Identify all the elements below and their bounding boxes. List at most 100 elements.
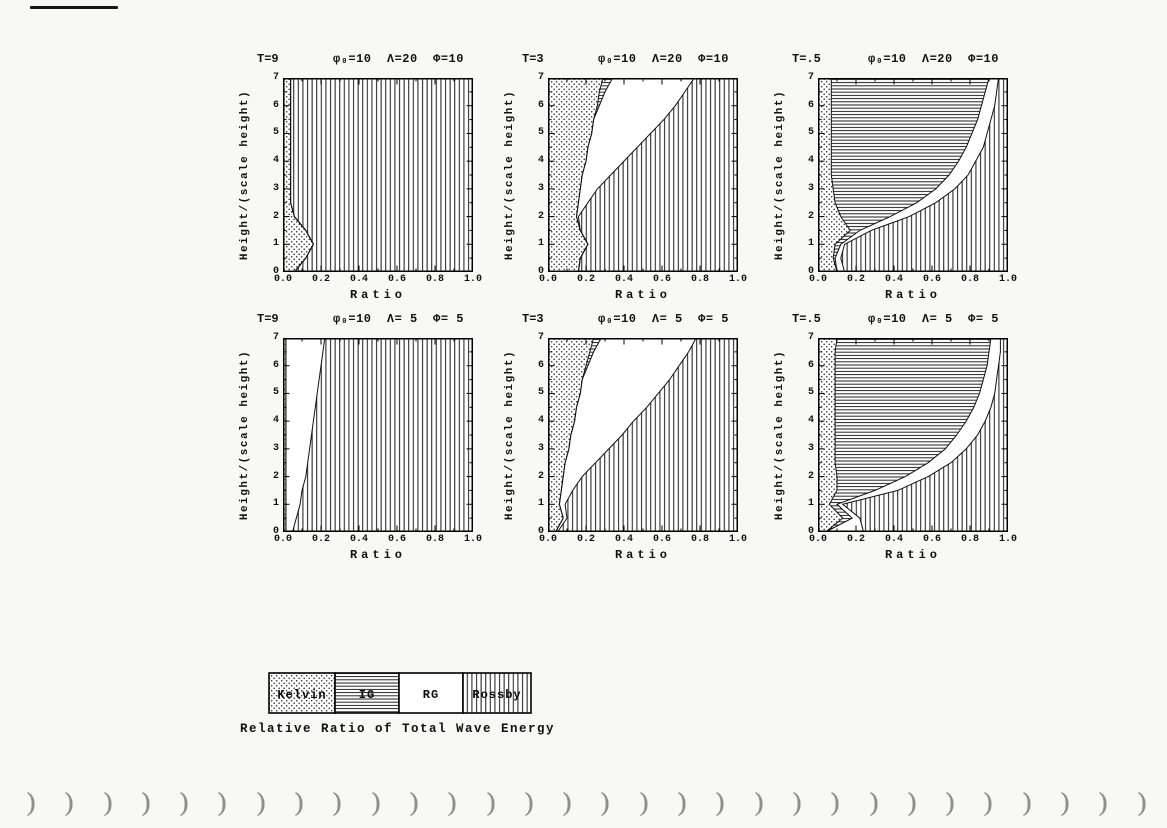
y-tick-label: 2 [272,470,279,482]
legend-boxes: Kelvin IG RG Rossby [268,672,532,714]
x-tick-label: 0.0 [538,274,557,285]
x-tick-label: 0.8 [690,534,709,545]
region-ig [825,338,991,532]
x-tick-label: 1.0 [998,274,1017,285]
y-axis-label-text: Height/(scale height) [239,89,251,261]
x-tick-label: 1.0 [463,534,482,545]
x-tick-label: 0.2 [576,534,595,545]
rg-boundary-line [840,78,999,272]
chart-panel-top-left: T=9 φ₀=10 Λ=20 Φ=10 0.0 0.2 0.4 0.6 0.8 1.0 0 1… [235,52,497,310]
y-tick-label: 1 [807,238,814,250]
x-tick-label: 0.4 [884,274,903,285]
binder-hole: ) [369,789,382,819]
region-rossby [290,78,473,272]
y-tick-label: 2 [537,210,544,222]
rg-boundary-line [292,338,326,532]
binder-hole: ) [1135,789,1148,819]
y-axis-label: Height/(scale height) [239,338,253,532]
x-axis-label: Ratio [614,548,671,562]
plot-svg [818,78,1008,272]
x-axis-label: Ratio [349,288,406,302]
y-axis-label-text: Height/(scale height) [504,349,516,521]
x-tick-label: 0.6 [387,534,406,545]
binder-hole: ) [676,789,688,819]
x-tick-label: 0.2 [576,274,595,285]
x-tick-label: 0.8 [425,534,444,545]
chart-title-t: T=.5 [792,312,821,326]
chart-title-t: T=.5 [792,52,821,66]
y-tick-label: 0 [272,266,279,277]
binder-hole: ) [178,789,191,819]
chart-title-t: T=3 [522,52,544,66]
binder-hole: ) [1059,789,1071,819]
binder-hole: ) [944,789,957,819]
y-tick-label: 0 [537,526,544,537]
plot-frame [283,78,473,272]
y-tick-label: 4 [272,155,279,167]
region-rossby [557,338,738,532]
binder-hole: ) [140,789,152,819]
binder-hole: ) [714,789,727,819]
plot-svg [818,338,1008,532]
y-tick-label: 0 [807,266,814,277]
y-tick-label: 3 [807,182,814,194]
y-tick-label: 1 [537,498,544,510]
plot-frame [548,338,738,532]
plot-svg [548,78,738,272]
y-tick-label: 4 [272,415,279,427]
chart-title-params: φ₀=10 Λ= 5 Φ= 5 [868,312,999,326]
y-tick-label: 6 [272,359,279,371]
plot-area [283,78,473,272]
y-tick-label: 5 [537,387,544,399]
binder-hole: ) [216,789,229,819]
y-axis-label-text: Height/(scale height) [239,349,251,521]
region-rg [825,338,1001,532]
region-kelvin [548,78,604,272]
y-tick-label: 7 [807,72,814,83]
x-tick-label: 0.0 [273,274,292,285]
legend-label: Kelvin [277,688,326,702]
plot-area [548,78,738,272]
chart-title-params: φ₀=10 Λ= 5 Φ= 5 [333,312,464,326]
y-tick-label: 2 [272,210,279,222]
y-tick-label: 5 [272,127,279,139]
y-tick-label: 1 [272,238,279,250]
y-tick-label: 0 [537,266,544,277]
chart-panel-bottom-center: T=3 φ₀=10 Λ= 5 Φ= 5 0.0 0.2 0.4 0.6 0.8 1.0 0 1… [500,312,762,570]
chart-title-t: T=9 [257,312,279,326]
chart-title: T=9 φ₀=10 Λ= 5 Φ= 5 [235,312,497,328]
legend-label: IG [359,688,375,702]
y-axis-label: Height/(scale height) [239,78,253,272]
binder-hole: ) [906,789,918,819]
chart-title: T=.5 φ₀=10 Λ=20 Φ=10 [770,52,1032,68]
binder-hole: ) [293,789,305,819]
plot-area [818,338,1008,532]
legend-box-kelvin [268,672,336,714]
x-tick-label: 0.0 [808,534,827,545]
kelvin-boundary-line [830,78,851,272]
y-axis-label-text: Height/(scale height) [774,349,786,521]
chart-title-params: φ₀=10 Λ= 5 Φ= 5 [598,312,729,326]
y-tick-label: 7 [537,332,544,343]
x-tick-label: 0.0 [273,534,292,545]
ig-boundary-line [834,78,990,272]
chart-title-params: φ₀=10 Λ=20 Φ=10 [868,52,999,66]
chart-panel-top-center: T=3 φ₀=10 Λ=20 Φ=10 0.0 0.2 0.4 0.6 0.8 1.0 0 1… [500,52,762,310]
region-rg [555,338,697,532]
x-tick-label: 1.0 [463,274,482,285]
plot-frame [283,338,473,532]
binder-hole: ) [982,789,995,819]
rg-boundary-line [577,78,695,272]
plot-frame [548,78,738,272]
region-ig [831,78,989,272]
y-tick-label: 4 [537,415,544,427]
x-tick-label: 1.0 [998,534,1017,545]
y-tick-label: 4 [807,155,814,167]
x-axis-label: Ratio [349,548,406,562]
x-tick-label: 0.4 [349,274,368,285]
binder-hole: ) [484,789,497,819]
legend-box-rg [398,672,464,714]
x-tick-label: 0.8 [425,274,444,285]
y-tick-label: 6 [807,359,814,371]
chart-panel-top-right: T=.5 φ₀=10 Λ=20 Φ=10 0.0 0.2 0.4 0.6 0.8 1.0 0… [770,52,1032,310]
